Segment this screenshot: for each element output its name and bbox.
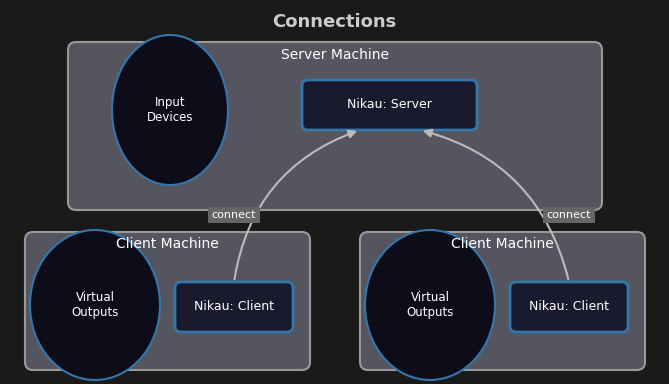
Text: Client Machine: Client Machine xyxy=(451,237,553,251)
FancyBboxPatch shape xyxy=(510,282,628,332)
Text: Server Machine: Server Machine xyxy=(281,48,389,62)
FancyBboxPatch shape xyxy=(68,42,602,210)
Text: Virtual
Outputs: Virtual Outputs xyxy=(72,291,118,319)
Text: Nikau: Client: Nikau: Client xyxy=(194,301,274,313)
FancyArrowPatch shape xyxy=(234,131,355,279)
FancyBboxPatch shape xyxy=(302,80,477,130)
FancyBboxPatch shape xyxy=(360,232,645,370)
Text: Nikau: Client: Nikau: Client xyxy=(529,301,609,313)
Ellipse shape xyxy=(112,35,228,185)
Text: Virtual
Outputs: Virtual Outputs xyxy=(406,291,454,319)
Text: Client Machine: Client Machine xyxy=(116,237,218,251)
Text: connect: connect xyxy=(212,210,256,220)
FancyBboxPatch shape xyxy=(175,282,293,332)
Text: connect: connect xyxy=(547,210,591,220)
Text: Nikau: Server: Nikau: Server xyxy=(347,99,432,111)
FancyBboxPatch shape xyxy=(25,232,310,370)
Ellipse shape xyxy=(365,230,495,380)
Text: Input
Devices: Input Devices xyxy=(147,96,193,124)
Text: Connections: Connections xyxy=(272,13,397,31)
Ellipse shape xyxy=(30,230,160,380)
FancyArrowPatch shape xyxy=(425,130,569,279)
